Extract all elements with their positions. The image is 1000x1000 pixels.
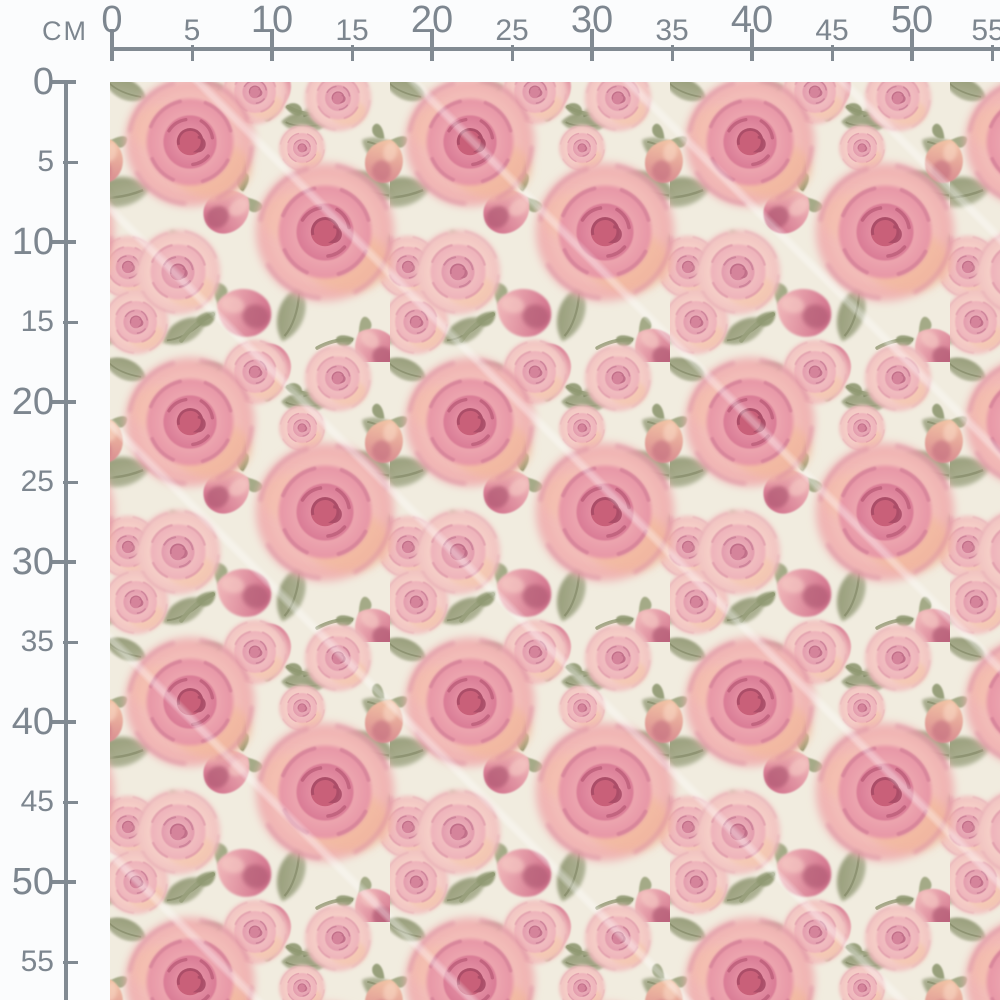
ruler-left-label-20: 20: [11, 381, 54, 423]
ruler-tick: [63, 481, 78, 484]
ruler-tick: [110, 29, 114, 61]
ruler-left-label-45: 45: [20, 785, 54, 818]
ruler-top-label-5: 5: [183, 14, 201, 47]
ruler-top-label-50: 50: [890, 0, 934, 41]
ruler-tick: [270, 29, 274, 61]
ruler-top-label-25: 25: [495, 14, 529, 47]
ruler-left-label-0: 0: [32, 61, 54, 103]
ruler-unit-label: CM: [42, 16, 88, 46]
ruler-top-label-0: 0: [101, 0, 123, 41]
ruler-tick: [50, 880, 76, 884]
ruler-tick: [50, 560, 76, 564]
ruler-tick: [671, 45, 674, 61]
ruler-tick: [750, 29, 754, 61]
ruler-tick: [50, 720, 76, 724]
ruler-top-label-30: 30: [570, 0, 614, 41]
ruler-tick: [991, 45, 994, 61]
ruler-tick: [910, 29, 914, 61]
ruler-tick: [511, 45, 514, 61]
ruler-top-label-55: 55: [971, 14, 1000, 47]
ruler-left: 0 5 10 15 20 25 30 35 40 45 50 55: [0, 0, 110, 1000]
ruler-top-label-10: 10: [250, 0, 294, 41]
ruler-tick: [63, 961, 78, 964]
ruler-left-label-35: 35: [20, 625, 54, 658]
ruler-left-label-25: 25: [20, 465, 54, 498]
ruler-left-label-50: 50: [11, 861, 54, 903]
ruler-top-label-35: 35: [655, 14, 689, 47]
ruler-tick: [50, 240, 76, 244]
ruler-top: CM 0 5 10 15 20 25 30 35 40 45 50 55: [0, 0, 1000, 64]
ruler-tick: [50, 80, 76, 84]
ruler-tick: [430, 29, 434, 61]
ruler-tick: [63, 161, 78, 164]
ruler-left-label-10: 10: [11, 221, 54, 263]
ruler-top-label-20: 20: [410, 0, 454, 41]
ruler-tick: [63, 321, 78, 324]
ruler-left-label-40: 40: [11, 701, 54, 743]
ruler-tick: [63, 641, 78, 644]
ruler-left-label-30: 30: [11, 541, 54, 583]
fabric-pattern: [110, 82, 1000, 1000]
ruler-tick: [351, 45, 354, 61]
ruler-tick: [50, 400, 76, 404]
ruler-tick: [590, 29, 594, 61]
ruler-top-label-40: 40: [730, 0, 774, 41]
ruler-top-label-45: 45: [815, 14, 849, 47]
ruler-top-line: [111, 47, 1000, 51]
fabric-preview[interactable]: [110, 82, 1000, 1000]
ruler-left-line: [64, 82, 68, 1000]
ruler-tick: [191, 45, 194, 61]
ruler-top-label-15: 15: [335, 14, 369, 47]
ruler-left-label-5: 5: [37, 145, 54, 178]
ruler-tick: [63, 801, 78, 804]
ruler-left-label-55: 55: [20, 945, 54, 978]
ruler-left-label-15: 15: [20, 305, 54, 338]
ruler-tick: [831, 45, 834, 61]
